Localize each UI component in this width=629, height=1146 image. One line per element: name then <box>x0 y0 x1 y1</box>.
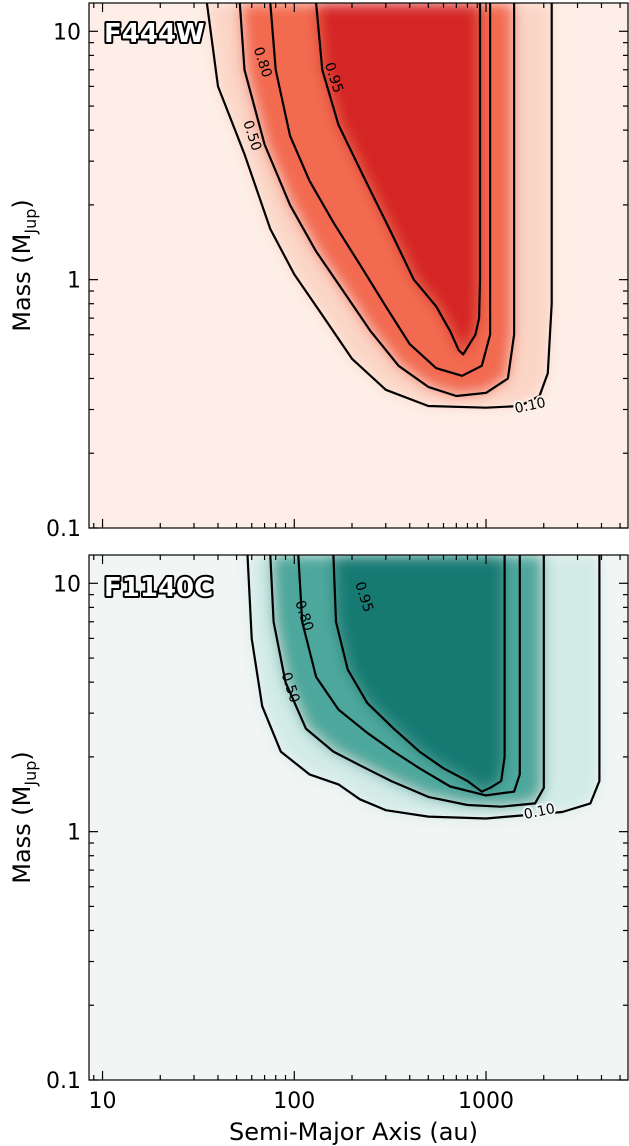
x-tick-label: 10 <box>89 1089 117 1114</box>
contour-line-0.80 <box>297 555 521 797</box>
y-tick-label: 1 <box>67 269 81 294</box>
axes-frame <box>88 554 629 1081</box>
y-tick-label: 0.1 <box>46 517 81 542</box>
heatmap-region-0.95 <box>333 555 505 792</box>
contour-line-0.10 <box>205 3 553 409</box>
heatmap-fill <box>206 3 552 408</box>
x-tick-label: 1000 <box>458 1089 514 1114</box>
contour-line-0.95 <box>332 555 506 793</box>
y-tick-label: 1 <box>67 821 81 846</box>
y-tick-label: 10 <box>53 572 81 597</box>
contour-line-0.50 <box>238 3 516 398</box>
y-axis-label: Mass (MJup) <box>8 751 40 884</box>
heatmap-region-0.95 <box>316 3 480 355</box>
contour-line-0.10 <box>246 555 601 820</box>
axes-frame <box>88 2 629 529</box>
y-tick-label: 0.1 <box>46 1069 81 1094</box>
plot-area: 0.100.500.800.95 <box>89 555 628 1080</box>
contour-label-0.10: 0.10 <box>513 395 547 417</box>
panel-f444w: 0.100.500.80 0.95 10 1 0.1 Mass (MJup) F444W <box>8 2 629 542</box>
x-tick-label: 100 <box>273 1089 315 1114</box>
x-axis-label: Semi-Major Axis (au) <box>229 1118 478 1146</box>
filter-label: F444W <box>104 19 205 49</box>
y-tick-label: 10 <box>53 20 81 45</box>
filter-label: F1140C <box>104 573 213 603</box>
contour-line-0.95 <box>315 3 482 356</box>
y-axis-label: Mass (MJup) <box>8 199 40 332</box>
panel-f1140c: 0.100.500.800.95 10 1 0.1 10 100 1000 Mass (MJu… <box>8 554 629 1146</box>
contour-line-0.50 <box>269 555 545 808</box>
contour-line-0.80 <box>269 3 492 377</box>
